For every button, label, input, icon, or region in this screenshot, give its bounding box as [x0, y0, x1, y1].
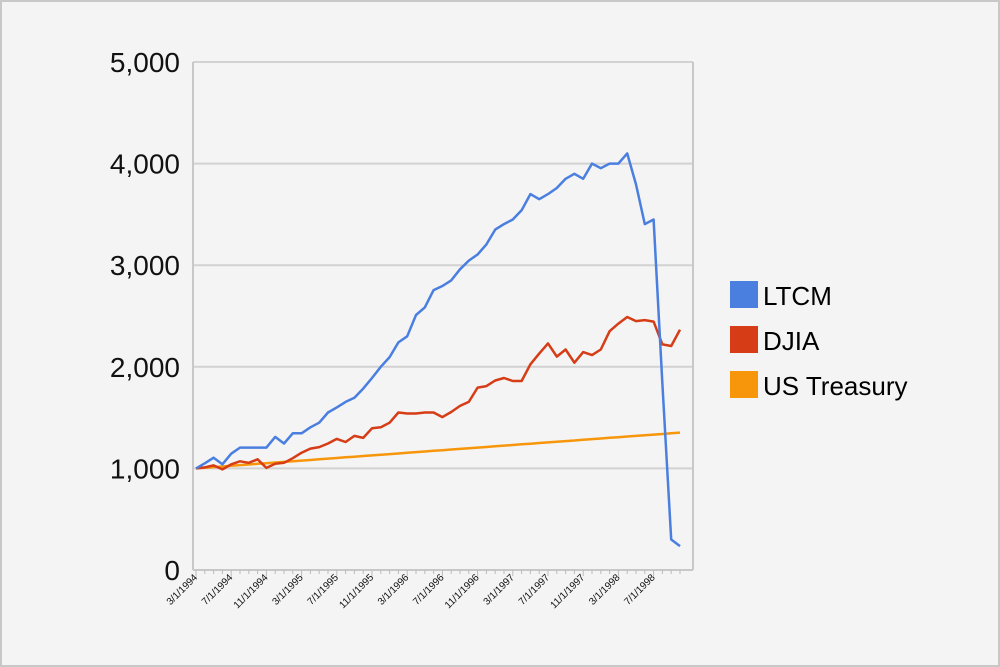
- y-tick-label: 2,000: [110, 352, 180, 383]
- x-tick-label: 7/1/1997: [517, 572, 553, 608]
- x-tick-label: 7/1/1996: [411, 572, 447, 608]
- x-tick-label: 11/1/1996: [443, 572, 482, 611]
- x-tick-label: 11/1/1997: [549, 572, 588, 611]
- legend-swatch-us-treasury: [730, 371, 758, 398]
- x-tick-label: 3/1/1996: [376, 572, 412, 608]
- y-tick-label: 4,000: [110, 149, 180, 180]
- x-tick-label: 11/1/1995: [337, 572, 376, 611]
- x-tick-label: 11/1/1994: [232, 572, 271, 611]
- series-line-us-treasury: [195, 431, 681, 470]
- legend-swatch-djia: [730, 326, 758, 353]
- y-tick-label: 1,000: [110, 453, 180, 484]
- x-tick-label: 7/1/1998: [622, 572, 658, 608]
- y-tick-label: 5,000: [110, 47, 180, 78]
- y-tick-label: 3,000: [110, 250, 180, 281]
- legend-label: DJIA: [763, 326, 820, 356]
- legend-label: US Treasury: [763, 371, 908, 401]
- series-line-ltcm: [195, 152, 681, 548]
- x-tick-label: 7/1/1995: [306, 572, 342, 608]
- legend-label: LTCM: [763, 281, 832, 311]
- series-line-djia: [195, 315, 682, 471]
- x-tick-label: 3/1/1997: [482, 572, 518, 608]
- x-tick-label: 3/1/1998: [587, 572, 623, 608]
- y-tick-label: 0: [164, 555, 180, 586]
- legend-swatch-ltcm: [730, 281, 758, 308]
- x-tick-label: 7/1/1994: [200, 572, 236, 608]
- x-tick-label: 3/1/1995: [270, 572, 306, 608]
